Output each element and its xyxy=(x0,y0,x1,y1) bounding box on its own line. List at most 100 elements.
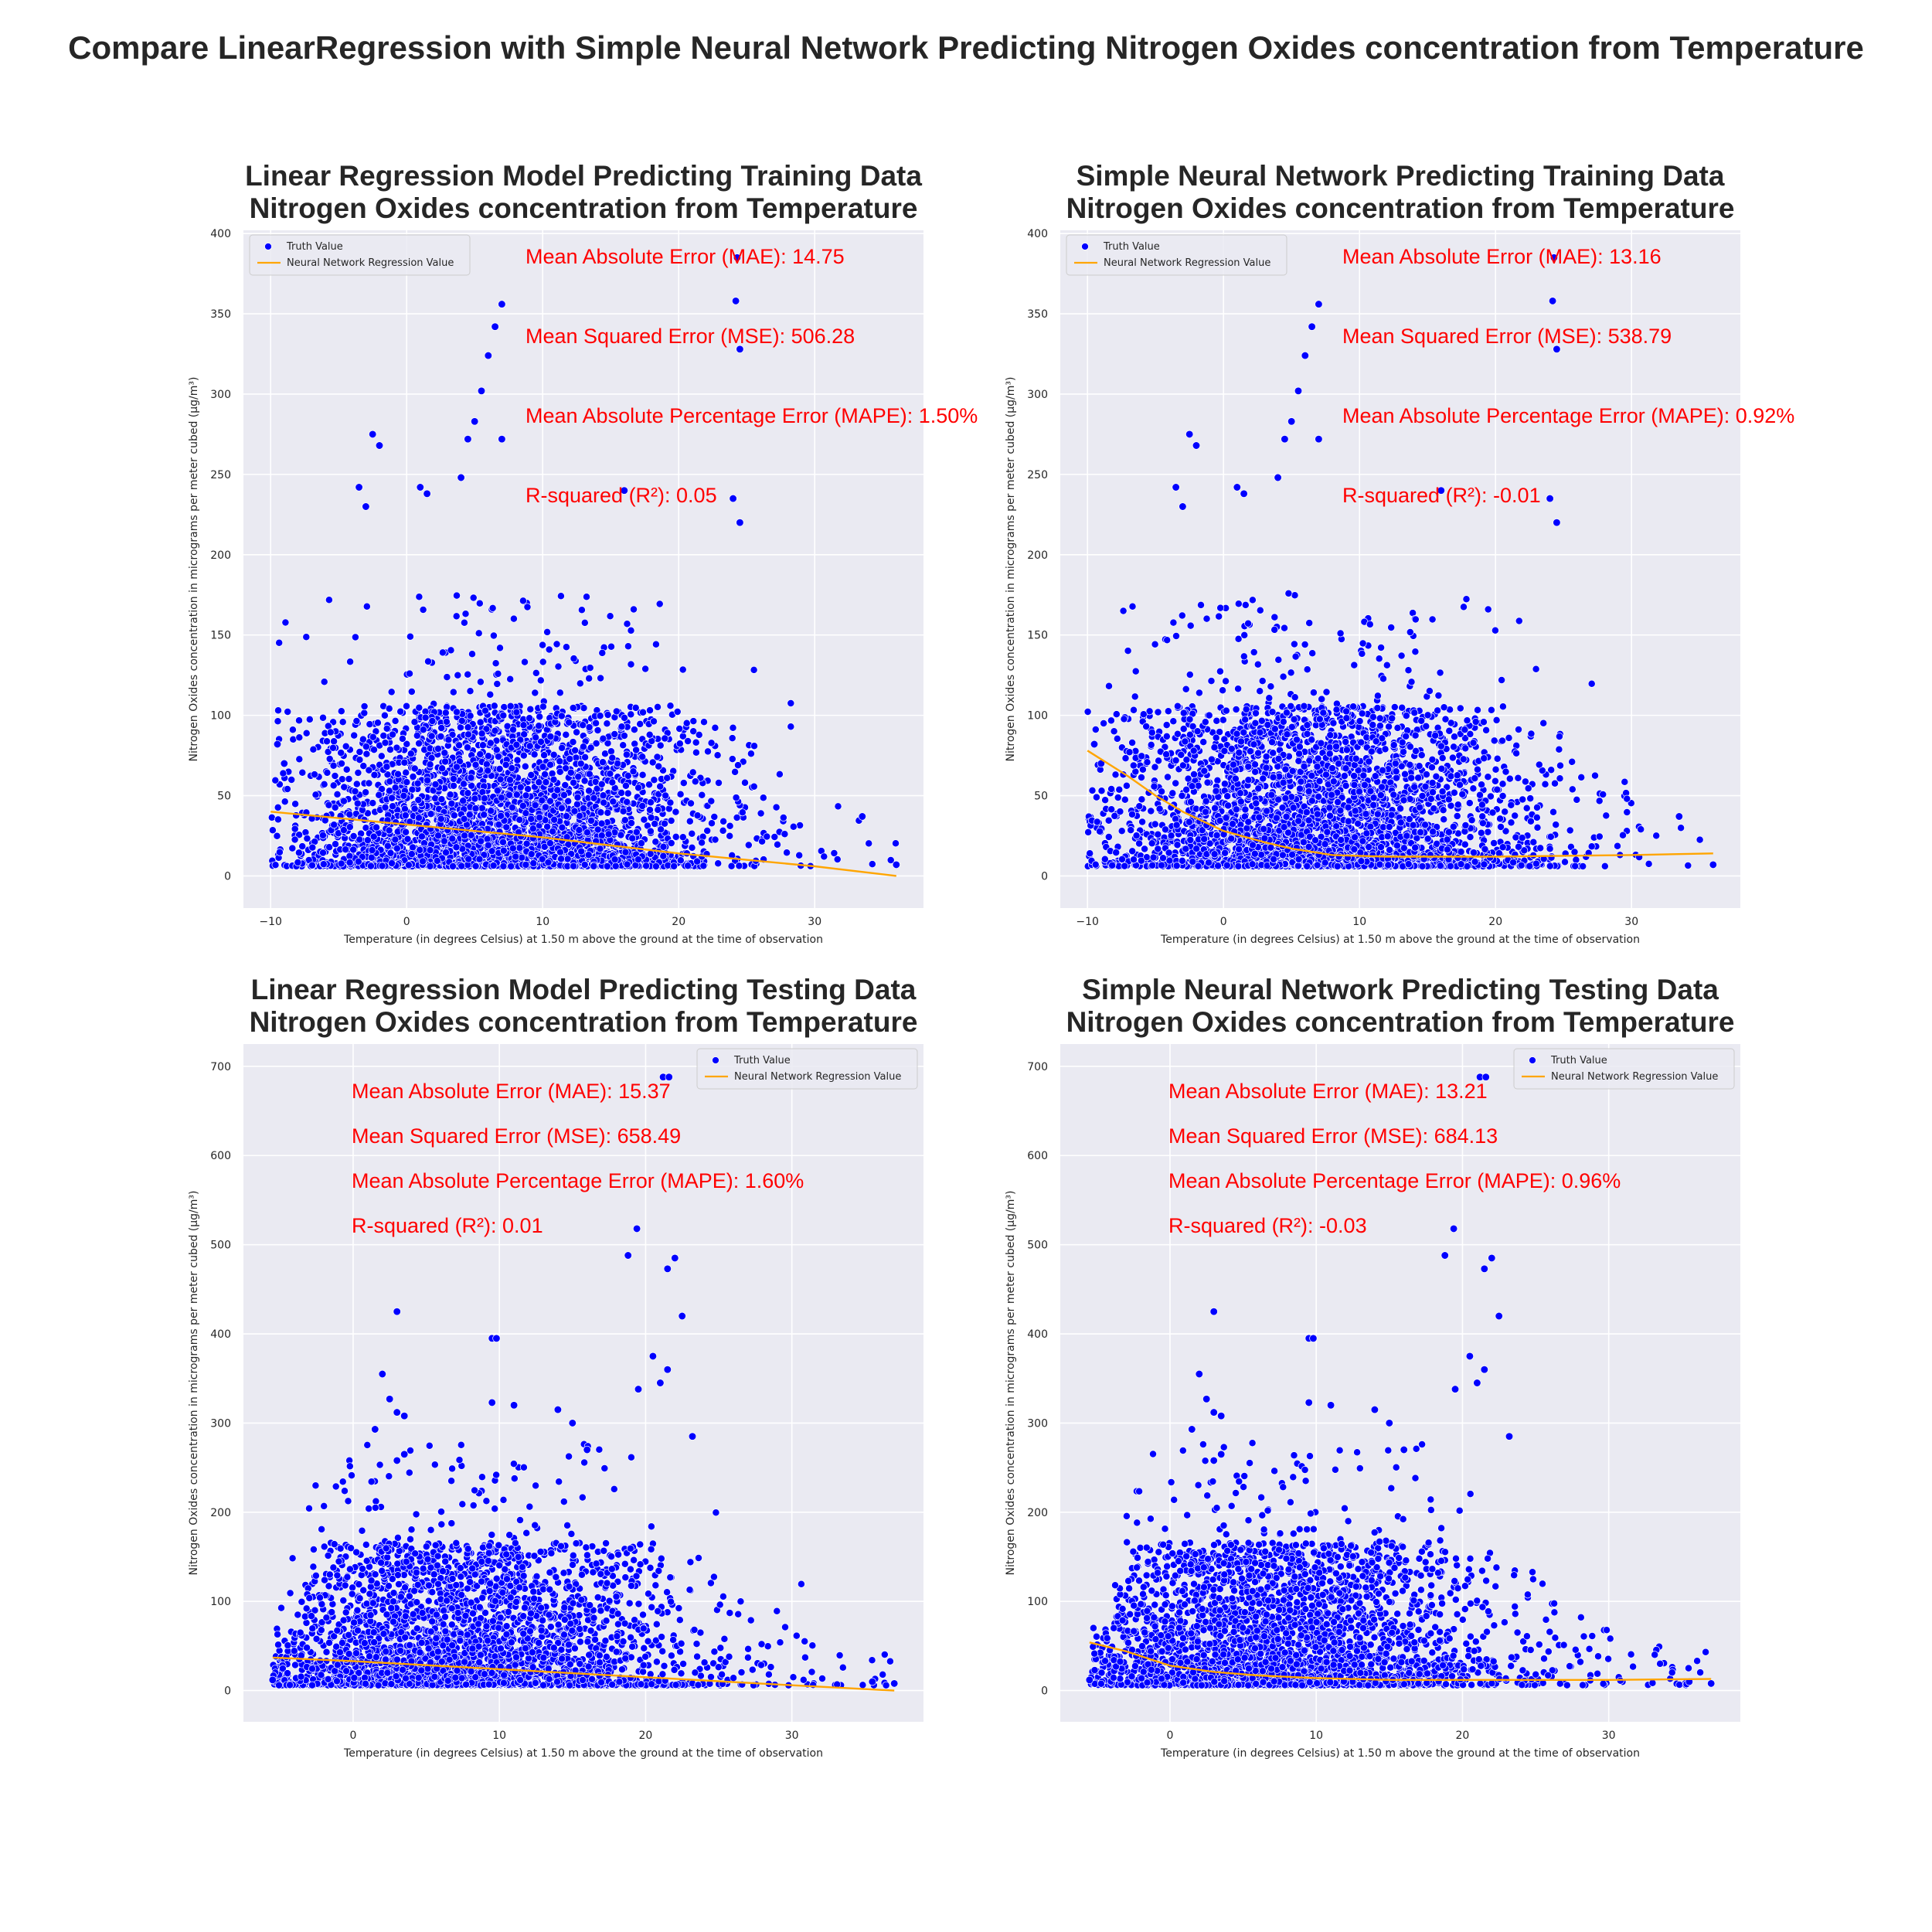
truth-point xyxy=(319,849,326,856)
truth-point xyxy=(1515,617,1522,624)
truth-point xyxy=(420,606,427,613)
truth-point xyxy=(573,729,580,736)
truth-point xyxy=(453,613,460,620)
truth-point xyxy=(648,737,655,744)
truth-point xyxy=(438,796,445,803)
truth-point xyxy=(655,806,662,813)
truth-point xyxy=(1528,730,1535,737)
truth-point xyxy=(472,805,479,812)
truth-point xyxy=(506,777,513,784)
x-tick-label: 0 xyxy=(1220,916,1227,928)
truth-point xyxy=(481,707,488,714)
truth-point xyxy=(728,862,735,869)
truth-point xyxy=(399,735,406,742)
truth-point xyxy=(796,852,803,859)
truth-point xyxy=(367,862,374,869)
truth-point xyxy=(558,713,565,719)
y-tick-label: 0 xyxy=(224,870,231,883)
truth-point xyxy=(460,798,467,804)
truth-point xyxy=(790,823,797,830)
truth-point xyxy=(404,835,411,842)
truth-point xyxy=(346,811,353,818)
truth-point xyxy=(658,826,665,833)
truth-point xyxy=(1696,836,1703,843)
truth-point xyxy=(685,862,692,869)
truth-point xyxy=(485,767,492,774)
truth-point xyxy=(598,820,605,827)
truth-point xyxy=(1499,792,1506,799)
truth-point xyxy=(700,862,707,869)
truth-point xyxy=(668,817,675,824)
y-tick-label: 400 xyxy=(210,228,231,240)
truth-point xyxy=(784,849,791,856)
truth-point xyxy=(403,769,410,776)
truth-point xyxy=(506,791,513,798)
truth-point xyxy=(1337,630,1344,637)
truth-point xyxy=(581,861,588,868)
truth-point xyxy=(310,746,317,753)
truth-point xyxy=(732,768,739,775)
truth-point xyxy=(542,770,549,777)
truth-point xyxy=(679,834,686,841)
truth-point xyxy=(368,854,375,861)
truth-point xyxy=(330,782,337,789)
truth-point xyxy=(530,860,537,867)
truth-point xyxy=(741,779,748,786)
truth-point xyxy=(1124,648,1131,655)
metric-text-2: Mean Squared Error (MSE): 506.28 xyxy=(526,325,855,348)
truth-point xyxy=(733,794,740,801)
truth-point xyxy=(787,699,794,706)
truth-point xyxy=(468,832,474,838)
truth-point xyxy=(586,770,593,777)
truth-point xyxy=(1123,782,1130,789)
truth-point xyxy=(366,767,372,774)
truth-point xyxy=(614,760,621,767)
truth-point xyxy=(321,679,328,685)
truth-point xyxy=(536,713,543,720)
truth-point xyxy=(1374,692,1381,699)
truth-point xyxy=(401,805,408,812)
truth-point xyxy=(527,706,534,713)
truth-point-outlier xyxy=(492,323,499,331)
truth-point xyxy=(546,840,553,847)
y-tick-label: 150 xyxy=(1027,630,1048,642)
truth-point xyxy=(580,804,587,811)
truth-point xyxy=(821,853,828,860)
truth-point xyxy=(448,800,455,807)
truth-point xyxy=(750,783,757,790)
truth-point xyxy=(411,719,418,726)
truth-point xyxy=(639,753,646,760)
truth-point-outlier xyxy=(732,298,740,305)
truth-point xyxy=(1561,859,1568,866)
truth-point xyxy=(484,835,491,842)
truth-point-outlier xyxy=(498,435,506,443)
truth-point xyxy=(401,759,408,766)
truth-point xyxy=(319,832,326,838)
truth-point xyxy=(834,855,841,862)
truth-point xyxy=(532,801,539,808)
truth-point xyxy=(346,852,353,859)
truth-point xyxy=(1386,723,1393,730)
truth-point xyxy=(383,725,390,732)
truth-point xyxy=(648,814,655,821)
truth-point xyxy=(604,720,611,727)
truth-point xyxy=(696,731,702,738)
truth-point xyxy=(350,832,357,839)
truth-point xyxy=(528,851,535,858)
truth-point xyxy=(291,825,298,832)
truth-point xyxy=(546,646,553,653)
truth-point xyxy=(380,732,387,739)
truth-point xyxy=(607,748,614,755)
truth-point xyxy=(410,844,417,851)
truth-point xyxy=(565,798,572,804)
truth-point xyxy=(662,792,669,799)
truth-point xyxy=(295,717,302,724)
truth-point xyxy=(1515,774,1522,781)
truth-point xyxy=(464,671,471,678)
truth-point xyxy=(607,643,614,650)
truth-point xyxy=(611,856,618,863)
truth-point xyxy=(420,858,427,865)
truth-point xyxy=(414,780,421,787)
truth-point xyxy=(556,849,563,855)
truth-point xyxy=(574,794,581,801)
